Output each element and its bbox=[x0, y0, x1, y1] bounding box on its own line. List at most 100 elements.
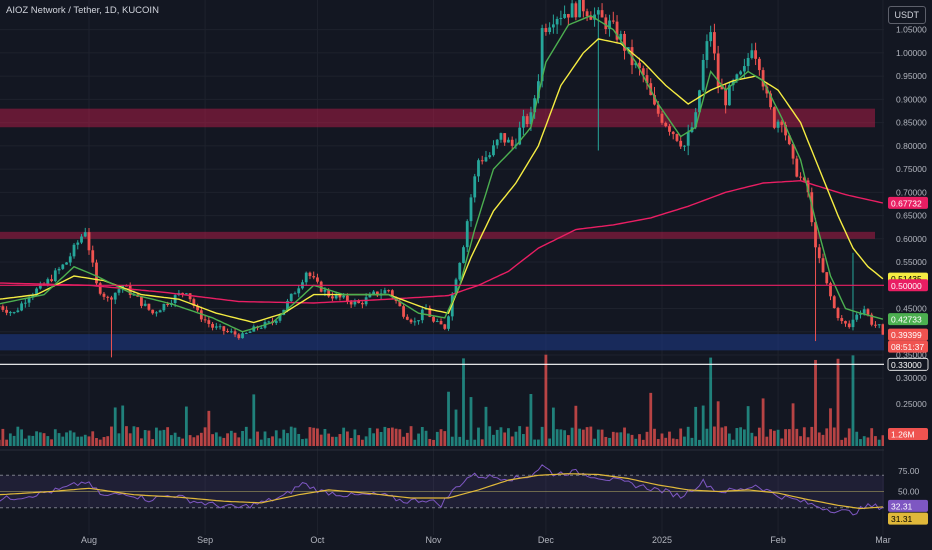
candle bbox=[750, 50, 754, 58]
candle bbox=[357, 300, 361, 304]
time-tick-label: Oct bbox=[310, 535, 325, 545]
candle bbox=[492, 145, 495, 156]
candle bbox=[701, 59, 705, 91]
candle bbox=[866, 309, 870, 315]
rsi-label-bg bbox=[888, 499, 928, 512]
volume-bar bbox=[214, 432, 218, 446]
volume-bar bbox=[428, 438, 432, 446]
volume-bar bbox=[57, 433, 61, 446]
candle bbox=[346, 295, 349, 302]
volume-bar bbox=[222, 437, 226, 446]
candle bbox=[443, 324, 447, 329]
price-label: 0.67732 bbox=[891, 198, 922, 208]
volume-bar bbox=[746, 406, 750, 446]
candle bbox=[12, 312, 16, 314]
volume-bar bbox=[844, 437, 847, 446]
volume-bar bbox=[840, 439, 844, 446]
candle bbox=[65, 262, 68, 265]
volume-bar bbox=[473, 439, 477, 446]
price-label-bg bbox=[888, 328, 928, 341]
ema-fast-line bbox=[0, 14, 884, 333]
volume-bar bbox=[855, 431, 859, 446]
volume-bar bbox=[27, 435, 31, 446]
volume-bar bbox=[630, 434, 634, 446]
volume-bar bbox=[181, 438, 185, 446]
volume-bar bbox=[125, 426, 128, 446]
candle bbox=[844, 321, 847, 324]
volume-bar bbox=[5, 439, 9, 446]
time-axis[interactable]: Aug Sep Oct Nov Dec 2025 Feb Mar bbox=[81, 535, 891, 545]
volume-bar bbox=[851, 355, 855, 446]
volume-bar bbox=[0, 439, 1, 446]
candle bbox=[806, 180, 810, 193]
candle bbox=[825, 272, 829, 284]
candle bbox=[623, 33, 626, 51]
candle bbox=[27, 297, 31, 303]
candle bbox=[855, 314, 859, 320]
volume-bar bbox=[263, 431, 267, 446]
volume-bar bbox=[776, 429, 780, 446]
volume-bar bbox=[664, 437, 668, 446]
time-tick-label: Aug bbox=[81, 535, 97, 545]
candle bbox=[5, 309, 9, 313]
candle bbox=[323, 289, 327, 292]
rsi-label: 32.31 bbox=[891, 501, 913, 511]
volume-bar bbox=[555, 429, 559, 446]
candle bbox=[656, 104, 660, 114]
volume-bar bbox=[237, 437, 241, 446]
candle bbox=[286, 300, 289, 310]
candle bbox=[739, 71, 743, 75]
candle bbox=[50, 279, 53, 282]
volume-bar bbox=[709, 357, 713, 446]
volume-bar bbox=[379, 431, 383, 446]
candle bbox=[821, 258, 825, 273]
volume-bar bbox=[698, 439, 701, 446]
candle bbox=[578, 0, 581, 18]
candle bbox=[38, 283, 42, 289]
volume-bar bbox=[716, 401, 720, 446]
volume-bar bbox=[405, 432, 409, 446]
price-tick-label: 0.25000 bbox=[896, 399, 927, 409]
volume-bar bbox=[331, 436, 334, 446]
volume-bar bbox=[544, 354, 548, 446]
candle bbox=[125, 285, 128, 287]
volume-bar bbox=[713, 426, 716, 446]
candle bbox=[473, 176, 477, 198]
volume-bar bbox=[38, 432, 42, 446]
candle bbox=[522, 116, 525, 128]
moving-averages bbox=[0, 14, 884, 333]
candle bbox=[338, 294, 342, 298]
candle bbox=[600, 10, 604, 18]
volume-bar bbox=[638, 434, 641, 446]
time-tick-label: Sep bbox=[197, 535, 213, 545]
volume-bar bbox=[615, 432, 619, 446]
candle bbox=[555, 18, 559, 25]
volume-bar bbox=[203, 427, 207, 446]
candle bbox=[862, 309, 866, 314]
price-labels: 0.67732 0.51435 0.42733 0.39399 08:51:37 0.50… bbox=[887, 196, 929, 525]
candle bbox=[155, 312, 158, 314]
price-label-bg bbox=[888, 313, 928, 326]
candle bbox=[795, 158, 799, 177]
candle bbox=[57, 268, 61, 271]
candle bbox=[832, 296, 836, 309]
candle bbox=[683, 145, 686, 147]
volume-bar bbox=[169, 435, 173, 446]
zones bbox=[0, 108, 884, 351]
candle bbox=[398, 301, 402, 307]
symbol-title: AIOZ Network / Tether, 1D, KUCOIN bbox=[6, 5, 159, 16]
price-tick-label: 0.75000 bbox=[896, 164, 927, 174]
volume-bar bbox=[136, 427, 140, 446]
candle bbox=[80, 236, 83, 243]
candle bbox=[199, 310, 203, 320]
volume-bar bbox=[346, 431, 349, 446]
candle bbox=[671, 131, 675, 135]
currency-button[interactable]: USDT bbox=[887, 6, 926, 24]
volume-bar bbox=[593, 438, 596, 446]
volume-bar bbox=[61, 436, 65, 446]
volume-bar bbox=[308, 427, 312, 446]
candle bbox=[559, 17, 563, 19]
price-tick-label: 0.85000 bbox=[896, 118, 927, 128]
candle bbox=[507, 139, 510, 143]
